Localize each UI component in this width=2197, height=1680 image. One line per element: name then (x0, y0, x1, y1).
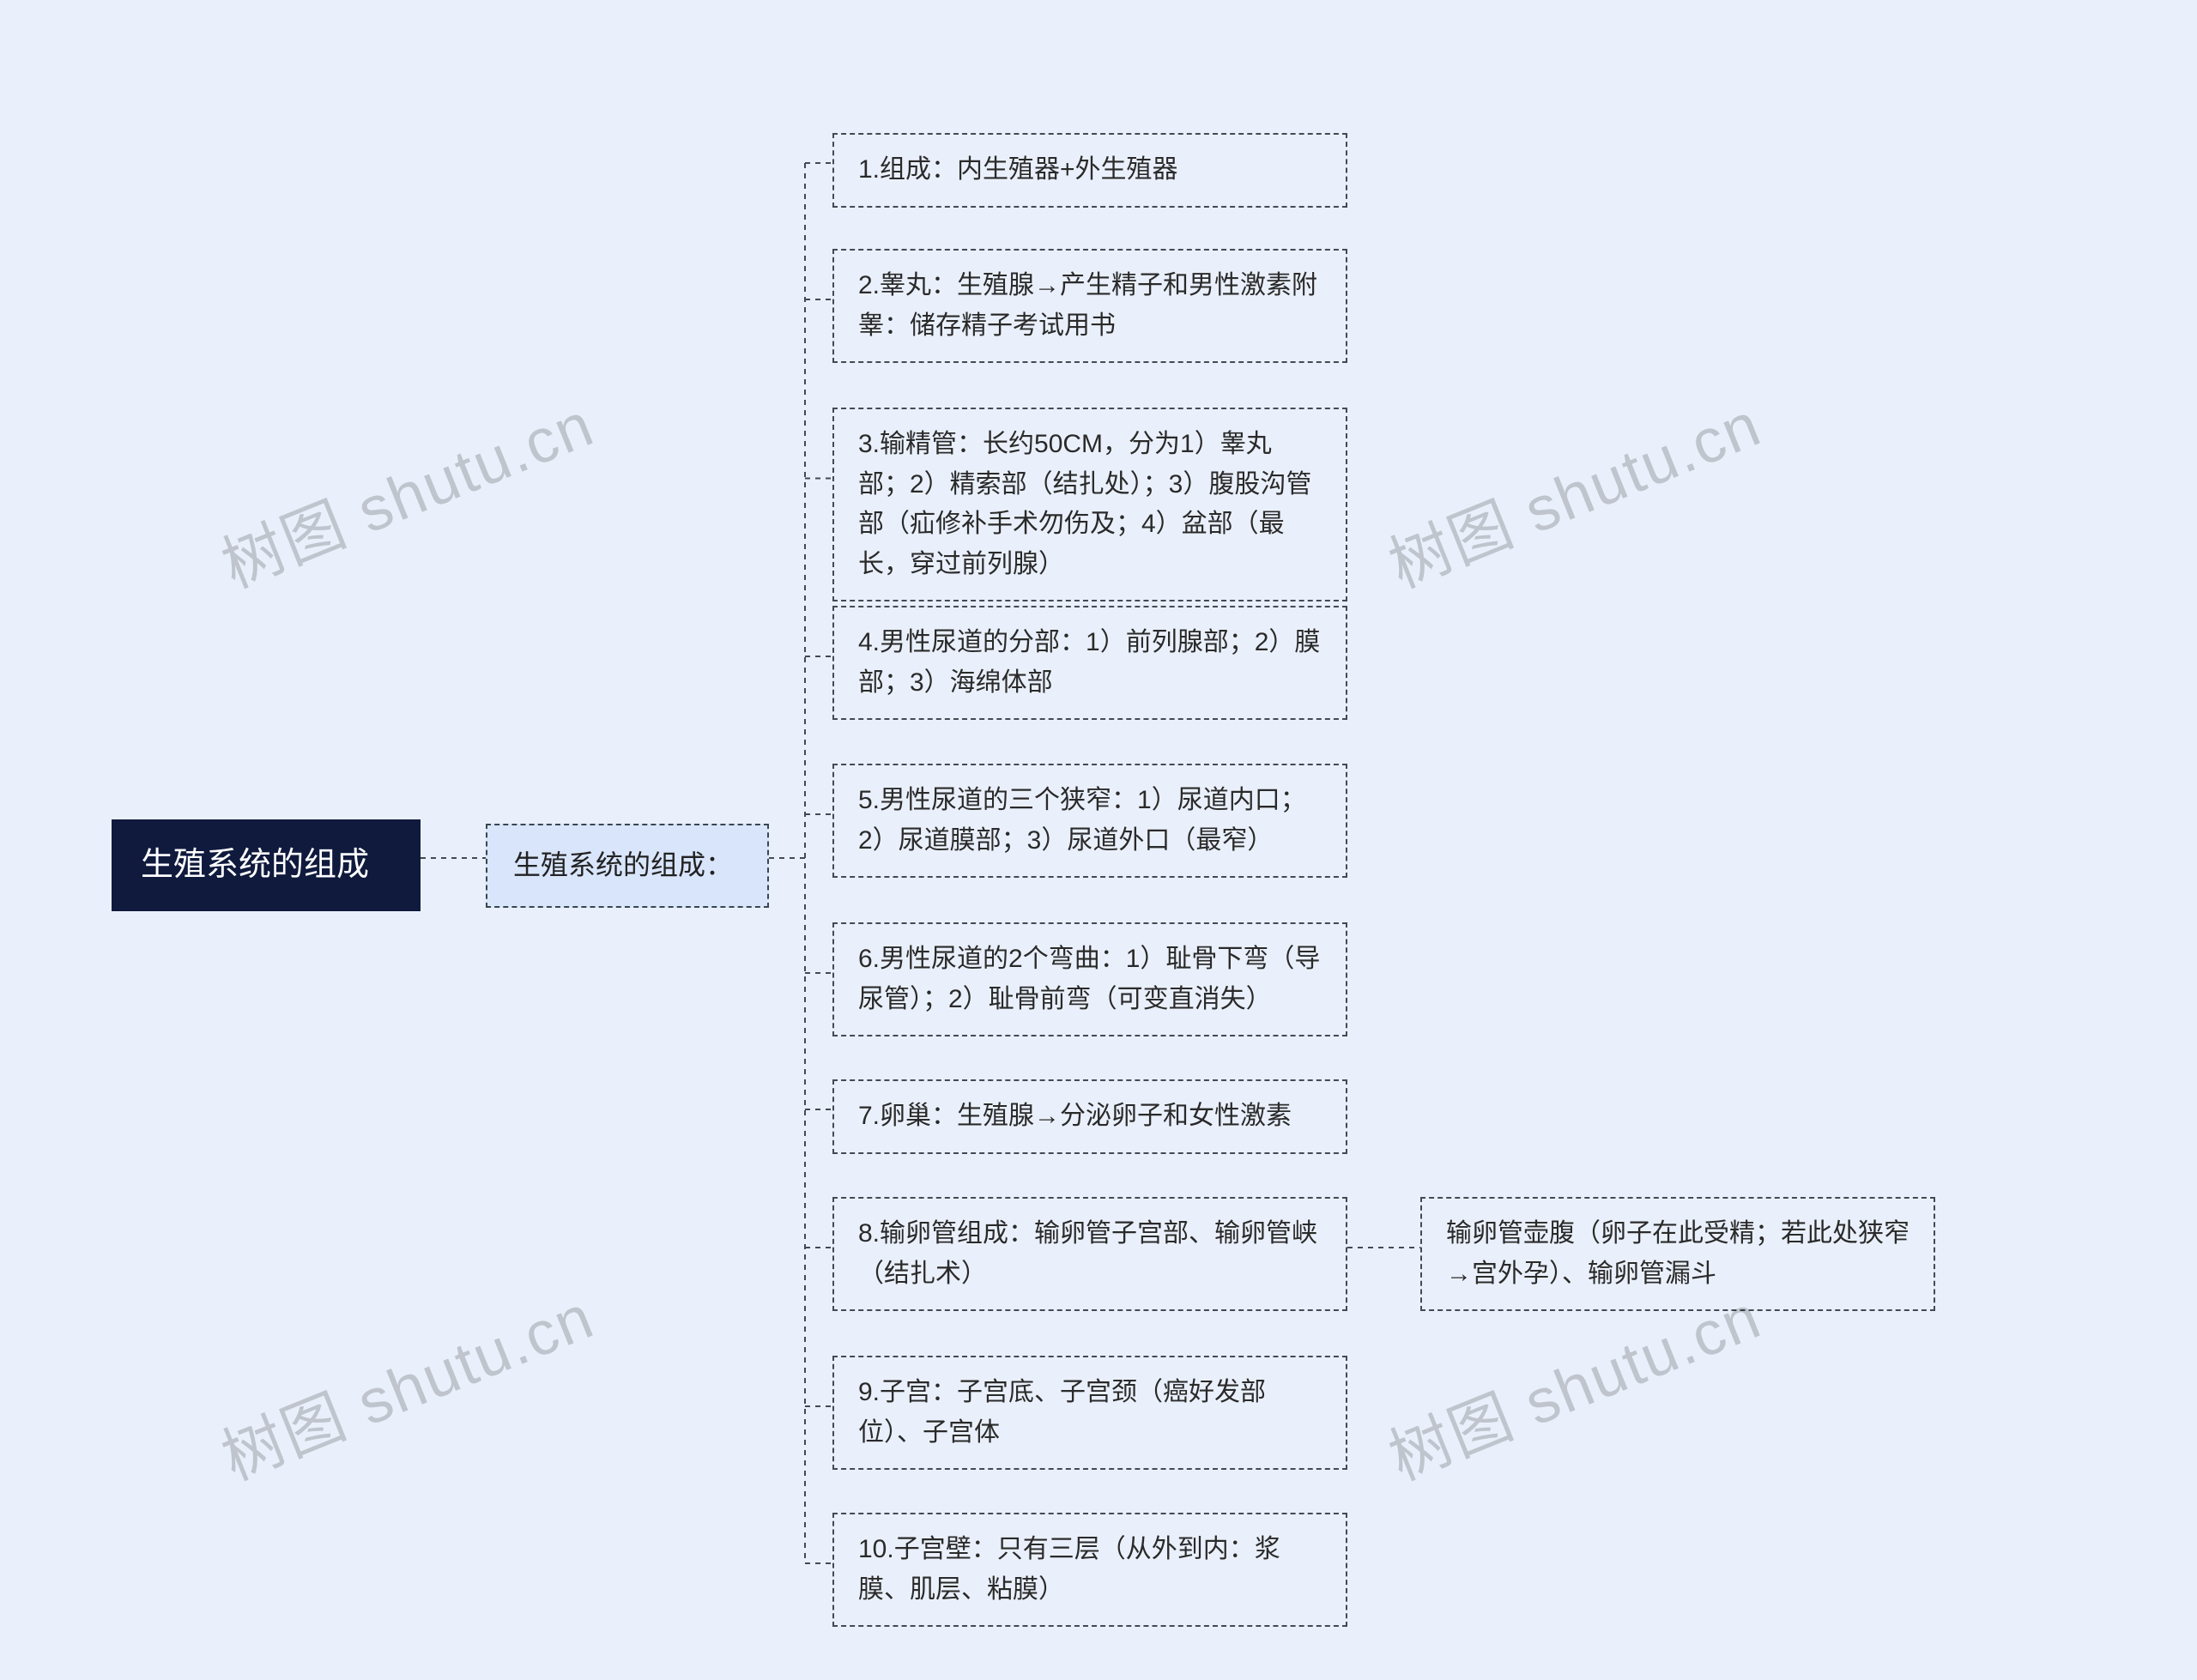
leaf-node-1[interactable]: 1.组成：内生殖器+外生殖器 (832, 133, 1347, 208)
leaf-node-8a[interactable]: 输卵管壶腹（卵子在此受精；若此处狭窄→宫外孕）、输卵管漏斗 (1420, 1197, 1935, 1311)
watermark: 树图 shutu.cn (207, 374, 605, 605)
leaf-node-7[interactable]: 7.卵巢：生殖腺→分泌卵子和女性激素 (832, 1079, 1347, 1154)
leaf-node-4[interactable]: 4.男性尿道的分部：1）前列腺部；2）膜部；3）海绵体部 (832, 606, 1347, 720)
leaf-node-5[interactable]: 5.男性尿道的三个狭窄：1）尿道内口；2）尿道膜部；3）尿道外口（最窄） (832, 764, 1347, 878)
leaf-node-2[interactable]: 2.睾丸：生殖腺→产生精子和男性激素附睾：储存精子考试用书 (832, 249, 1347, 363)
leaf-node-10[interactable]: 10.子宫壁：只有三层（从外到内：浆膜、肌层、粘膜） (832, 1513, 1347, 1627)
watermark: 树图 shutu.cn (207, 1266, 605, 1497)
leaf-node-3[interactable]: 3.输精管：长约50CM，分为1）睾丸部；2）精索部（结扎处）；3）腹股沟管部（… (832, 408, 1347, 601)
leaf-node-9[interactable]: 9.子宫：子宫底、子宫颈（癌好发部位）、子宫体 (832, 1356, 1347, 1470)
watermark: 树图 shutu.cn (1374, 374, 1772, 605)
mindmap-canvas: 生殖系统的组成 生殖系统的组成： 1.组成：内生殖器+外生殖器 2.睾丸：生殖腺… (0, 0, 2197, 1680)
leaf-node-6[interactable]: 6.男性尿道的2个弯曲：1）耻骨下弯（导尿管）；2）耻骨前弯（可变直消失） (832, 922, 1347, 1036)
leaf-node-8[interactable]: 8.输卵管组成：输卵管子宫部、输卵管峡（结扎术） (832, 1197, 1347, 1311)
root-node[interactable]: 生殖系统的组成 (112, 819, 421, 911)
level1-node[interactable]: 生殖系统的组成： (486, 824, 769, 908)
